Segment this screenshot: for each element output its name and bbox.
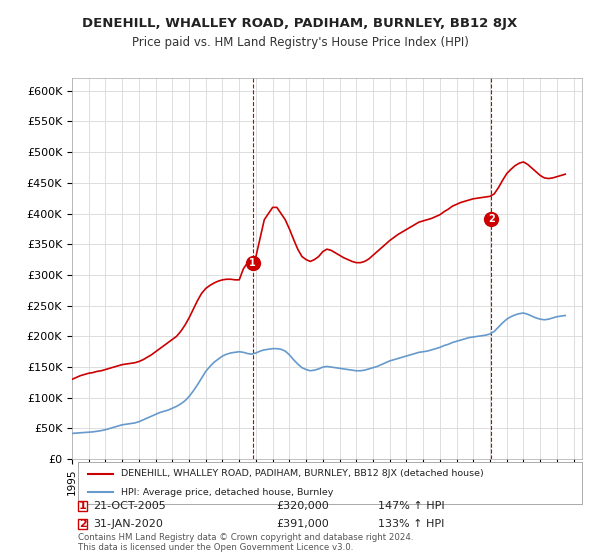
Text: Contains HM Land Registry data © Crown copyright and database right 2024.: Contains HM Land Registry data © Crown c… <box>78 533 413 542</box>
Text: £320,000: £320,000 <box>276 501 329 511</box>
Text: 147% ↑ HPI: 147% ↑ HPI <box>378 501 445 511</box>
Text: 31-JAN-2020: 31-JAN-2020 <box>93 519 163 529</box>
Text: This data is licensed under the Open Government Licence v3.0.: This data is licensed under the Open Gov… <box>78 543 353 552</box>
Text: 1: 1 <box>79 501 86 511</box>
Text: £391,000: £391,000 <box>276 519 329 529</box>
Text: 2: 2 <box>79 519 86 529</box>
Text: HPI: Average price, detached house, Burnley: HPI: Average price, detached house, Burn… <box>121 488 333 497</box>
Text: Price paid vs. HM Land Registry's House Price Index (HPI): Price paid vs. HM Land Registry's House … <box>131 36 469 49</box>
Text: 1: 1 <box>249 258 256 268</box>
Text: 2: 2 <box>488 214 495 224</box>
Text: DENEHILL, WHALLEY ROAD, PADIHAM, BURNLEY, BB12 8JX: DENEHILL, WHALLEY ROAD, PADIHAM, BURNLEY… <box>82 17 518 30</box>
Text: 133% ↑ HPI: 133% ↑ HPI <box>378 519 445 529</box>
Text: DENEHILL, WHALLEY ROAD, PADIHAM, BURNLEY, BB12 8JX (detached house): DENEHILL, WHALLEY ROAD, PADIHAM, BURNLEY… <box>121 469 484 478</box>
Text: 21-OCT-2005: 21-OCT-2005 <box>93 501 166 511</box>
